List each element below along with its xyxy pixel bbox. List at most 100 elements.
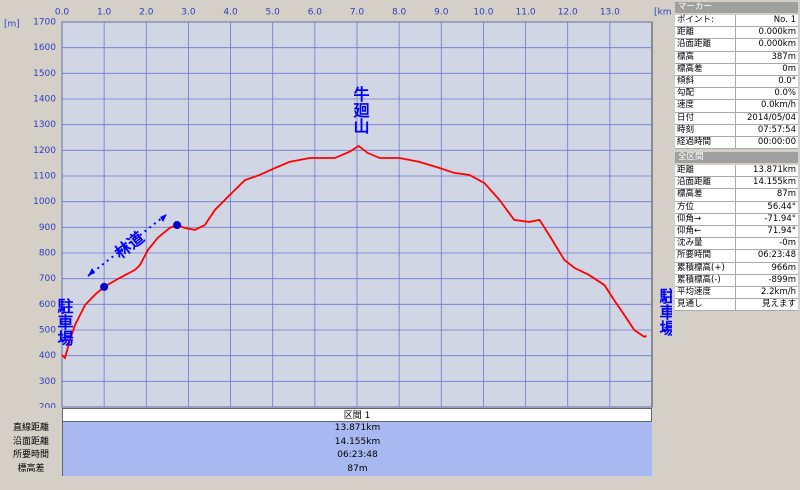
row-value: 0.000km	[758, 27, 796, 38]
panel-row: 時刻 07:57:54	[675, 124, 798, 137]
panel-row: 勾配 0.0%	[675, 88, 798, 101]
x-tick-label: 11.0	[516, 8, 536, 18]
section-table: 区間 1 直線距離 13.871km 沿面距離 14.155km 所要時間 06:23:4…	[0, 408, 652, 476]
row-value: -0m	[779, 238, 796, 249]
section-title: 区間 1	[62, 408, 652, 422]
row-value: 2014/05/04	[747, 112, 796, 123]
panel-row: 標高 387m	[675, 51, 798, 64]
y-unit: [m]	[4, 20, 20, 30]
x-tick-label: 5.0	[266, 8, 281, 18]
row-value: 0.0%	[774, 88, 796, 99]
x-tick-label: 12.0	[558, 8, 578, 18]
row-label: 日付	[675, 112, 736, 124]
panel-row: ポイント: No. 1	[675, 15, 798, 28]
panel-row: 方位 56.44°	[675, 201, 798, 214]
x-tick-label: 9.0	[434, 8, 449, 18]
section-row: 所要時間 06:23:48	[0, 449, 652, 463]
row-value: 0.0km/h	[761, 100, 796, 111]
y-tick-label: 1600	[33, 43, 56, 53]
panel-row: 距離 0.000km	[675, 27, 798, 40]
x-tick-label: 10.0	[473, 8, 493, 18]
panel-row: 仰角→ -71.94°	[675, 213, 798, 226]
row-label: ポイント:	[675, 15, 736, 27]
x-tick-label: 1.0	[97, 8, 112, 18]
row-label: 直線距離	[12, 423, 49, 433]
row-label: 仰角→	[675, 213, 736, 225]
profile-line	[61, 144, 647, 360]
panel-row: 標高差 0m	[675, 63, 798, 76]
annotation: 牛廻山	[351, 85, 371, 134]
total-panel: 全区間距離 13.871km 沿面距離 14.155km 標高差 87m 方位 56.44° 仰…	[675, 152, 798, 312]
x-tick-label: 4.0	[223, 8, 238, 18]
row-label: 速度	[675, 100, 736, 112]
row-label: 沿面距離	[12, 436, 49, 447]
row-value: 14.155km	[753, 177, 796, 188]
y-tick-label: 1700	[33, 18, 56, 28]
row-value: 06:23:48	[757, 250, 796, 261]
section-row: 直線距離 13.871km	[0, 422, 652, 436]
row-label: 沿面距離	[675, 39, 736, 51]
section-row: 沿面距離 14.155km	[0, 435, 652, 449]
panel-row: 累積標高(-) -899m	[675, 274, 798, 287]
panel-row: 経過時間 00:00:00	[675, 136, 798, 150]
row-value: 14.155km	[62, 435, 652, 449]
panel-row: 傾斜 0.0°	[675, 75, 798, 89]
panel-row: 沿面距離 14.155km	[675, 177, 798, 190]
row-value: 2.2km/h	[761, 286, 796, 297]
row-label: 沿面距離	[675, 177, 736, 189]
row-value: -899m	[768, 274, 796, 285]
y-tick-label: 1400	[33, 95, 56, 105]
row-label: 標高	[675, 51, 736, 63]
row-value: 387m	[771, 51, 796, 62]
annotation: 駐車場	[657, 287, 673, 337]
x-tick-label: 0.0	[55, 8, 70, 18]
x-tick-label: 8.0	[392, 8, 407, 18]
y-tick-label: 1100	[33, 172, 56, 182]
panel-row: 標高差 87m	[675, 189, 798, 202]
row-label: 沈み量	[675, 238, 736, 250]
annotation: 駐車場	[55, 297, 74, 347]
row-value: 87m	[776, 189, 796, 200]
y-tick-label: 300	[39, 377, 56, 387]
panel-row: 所要時間 06:23:48	[675, 250, 798, 263]
y-tick-label: 800	[39, 249, 56, 259]
row-value: 56.44°	[767, 201, 796, 212]
marker-panel: マーカーポイント: No. 1 距離 0.000km 沿面距離 0.000km 標高 387m…	[675, 2, 798, 150]
row-label: 勾配	[675, 88, 736, 100]
row-value: -71.94°	[764, 213, 796, 224]
chart: [m] [km] 200 300 400 500 600 700 800 900 1000 110…	[4, 8, 673, 409]
panel-row: 沿面距離 0.000km	[675, 39, 798, 52]
row-label: 累積標高(+)	[675, 262, 736, 274]
y-tick-label: 900	[39, 223, 56, 233]
row-value: 966m	[771, 262, 796, 273]
y-tick-label: 700	[39, 274, 56, 284]
panel-row: 累積標高(+) 966m	[675, 262, 798, 275]
row-label: 傾斜	[675, 75, 736, 88]
x-unit: [km]	[654, 8, 672, 18]
row-label: 時刻	[675, 124, 736, 136]
row-value: 13.871km	[62, 422, 652, 436]
row-value: 見えます	[761, 299, 796, 310]
row-label: 累積標高(-)	[675, 274, 736, 286]
x-tick-label: 6.0	[308, 8, 323, 18]
y-tick-label: 200	[39, 403, 56, 409]
y-tick-label: 1000	[33, 197, 56, 207]
row-value: 0.000km	[758, 39, 796, 50]
row-value: 13.871km	[753, 165, 796, 175]
marker-point	[173, 221, 182, 230]
panel-row: 日付 2014/05/04	[675, 112, 798, 125]
x-tick-label: 13.0	[600, 8, 620, 18]
row-value: 0.0°	[778, 75, 796, 86]
row-value: No. 1	[773, 15, 796, 25]
panel-title: マーカー	[675, 2, 798, 13]
panel-title: 全区間	[675, 152, 798, 163]
panel-row: 見通し 見えます	[675, 299, 798, 312]
row-label: 距離	[675, 165, 736, 177]
row-value: 71.94°	[767, 225, 796, 236]
panel-row: 平均速度 2.2km/h	[675, 286, 798, 300]
row-label: 所要時間	[675, 250, 736, 262]
y-tick-label: 1300	[33, 120, 56, 130]
x-tick-label: 2.0	[139, 8, 154, 18]
row-value: 00:00:00	[757, 136, 796, 147]
